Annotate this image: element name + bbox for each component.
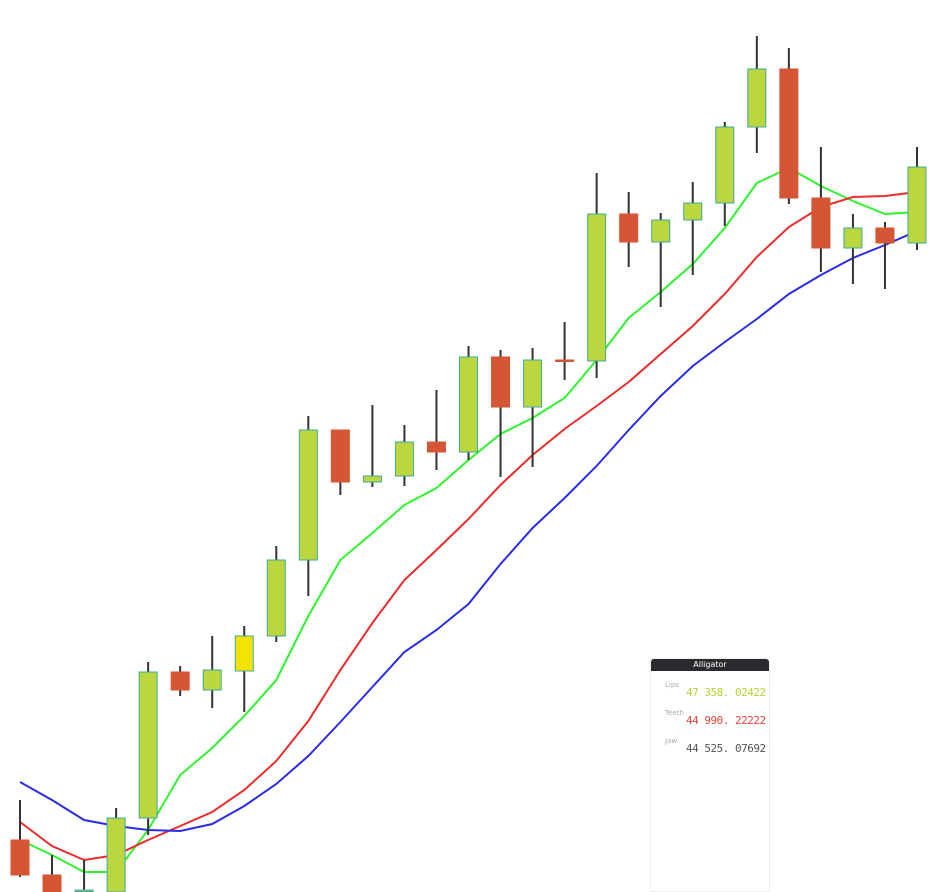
candle-body	[651, 219, 671, 243]
candle-body	[459, 356, 478, 453]
candle-body	[170, 671, 190, 691]
candle-body	[330, 429, 350, 483]
tooltip-label: Lips	[665, 681, 679, 689]
candle-body	[843, 227, 863, 249]
candle-body	[715, 126, 735, 204]
candle-body	[875, 227, 895, 244]
candle-body	[394, 441, 414, 477]
tooltip-value: 44 990. 22222	[686, 714, 766, 727]
candle-body	[10, 839, 30, 876]
tooltip-value: 47 358. 02422	[686, 686, 766, 699]
candle-body	[106, 817, 126, 892]
candle-body	[491, 356, 511, 408]
candle-body	[523, 359, 543, 408]
candle-body	[619, 213, 639, 243]
tooltip-title: Alligator	[651, 659, 769, 671]
candle-body	[555, 359, 575, 362]
tooltip-label: Jaw	[665, 737, 678, 745]
candle-body	[587, 213, 607, 362]
tooltip-value: 44 525. 07692	[686, 742, 766, 755]
candle-body	[683, 202, 703, 221]
tooltip-label: Teeth	[665, 709, 684, 717]
candle-body	[202, 669, 222, 691]
candle-body	[42, 874, 62, 892]
candle-body	[266, 559, 286, 637]
candle-body	[747, 68, 767, 128]
candle-body	[138, 671, 158, 819]
candle-body	[234, 635, 254, 672]
candle-body	[426, 441, 446, 453]
tooltip: Alligator Lips 47 358. 02422 Teeth 44 99…	[650, 658, 770, 892]
alligator-line	[19, 230, 918, 833]
candle-body	[298, 429, 318, 561]
candle-body	[74, 889, 94, 892]
candle-body	[362, 475, 382, 483]
candle-body	[811, 197, 831, 249]
candle-body	[907, 166, 927, 244]
candle-body	[779, 68, 799, 199]
